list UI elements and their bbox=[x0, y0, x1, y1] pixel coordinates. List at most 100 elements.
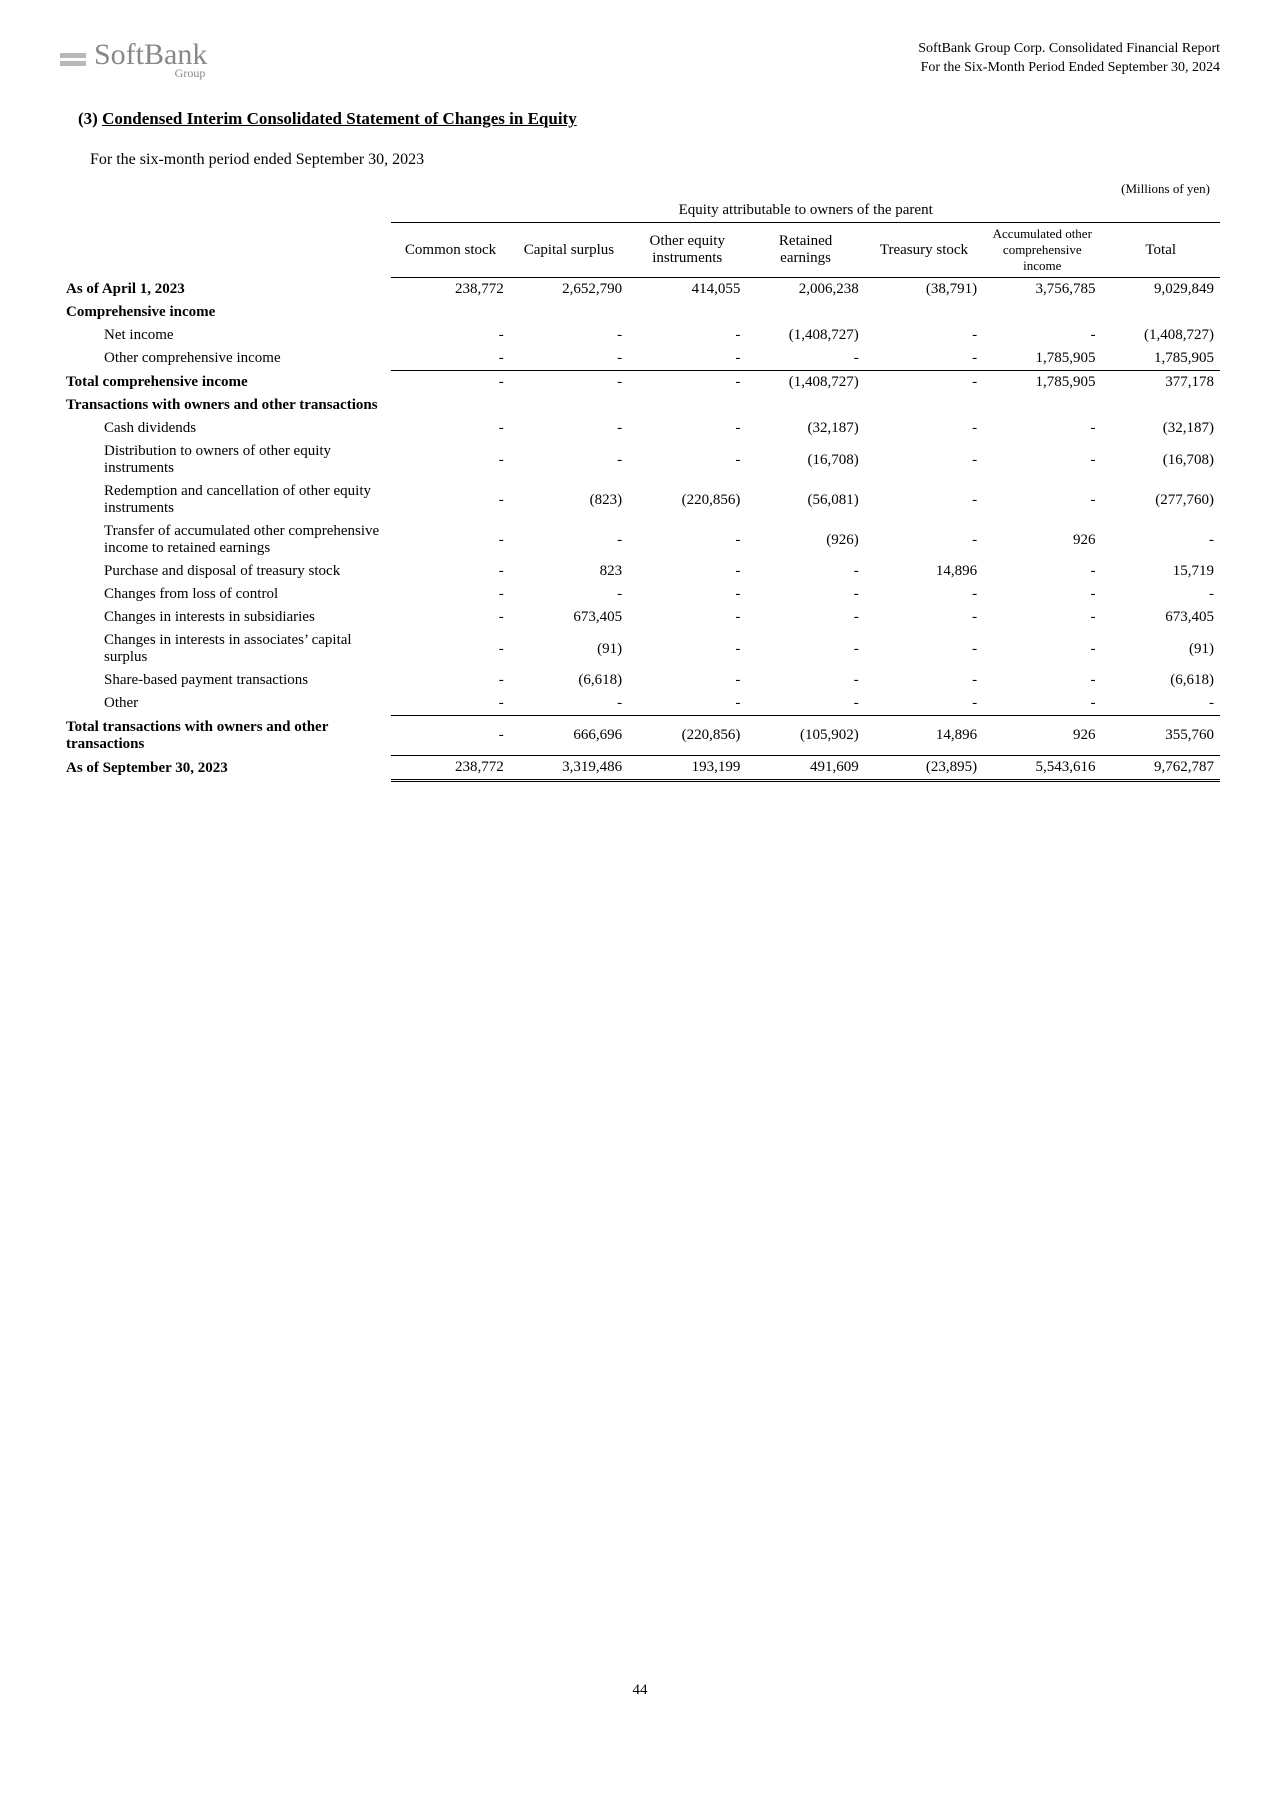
cell-value: - bbox=[391, 669, 509, 692]
row-label: Changes in interests in subsidiaries bbox=[60, 606, 391, 629]
cell-value: (1,408,727) bbox=[746, 371, 864, 395]
logo-subtext: Group bbox=[175, 66, 206, 81]
cell-value: - bbox=[983, 324, 1101, 347]
row-label: Comprehensive income bbox=[60, 301, 391, 324]
cell-value: 2,652,790 bbox=[510, 278, 628, 302]
cell-value: - bbox=[391, 480, 509, 520]
col-treasury-stock: Treasury stock bbox=[865, 223, 983, 278]
cell-value: - bbox=[865, 606, 983, 629]
cell-value: - bbox=[983, 583, 1101, 606]
cell-value bbox=[510, 301, 628, 324]
cell-value: - bbox=[865, 629, 983, 669]
cell-value bbox=[391, 301, 509, 324]
row-label: Share-based payment transactions bbox=[60, 669, 391, 692]
company-logo: SoftBank Group bbox=[60, 40, 207, 81]
row-label: Redemption and cancellation of other equ… bbox=[60, 480, 391, 520]
cell-value: 9,762,787 bbox=[1101, 756, 1220, 781]
cell-value bbox=[983, 394, 1101, 417]
table-header: Equity attributable to owners of the par… bbox=[60, 199, 1220, 278]
cell-value: - bbox=[746, 583, 864, 606]
row-label: As of April 1, 2023 bbox=[60, 278, 391, 302]
cell-value: - bbox=[391, 629, 509, 669]
cell-value: 1,785,905 bbox=[983, 347, 1101, 371]
cell-value: - bbox=[510, 347, 628, 371]
cell-value: - bbox=[628, 692, 746, 716]
cell-value: 9,029,849 bbox=[1101, 278, 1220, 302]
cell-value: 355,760 bbox=[1101, 716, 1220, 756]
cell-value: - bbox=[983, 480, 1101, 520]
col-other-equity: Other equity instruments bbox=[628, 223, 746, 278]
cell-value: 673,405 bbox=[510, 606, 628, 629]
cell-value: (220,856) bbox=[628, 716, 746, 756]
cell-value: - bbox=[865, 520, 983, 560]
cell-value: - bbox=[865, 371, 983, 395]
cell-value: - bbox=[628, 583, 746, 606]
cell-value: (23,895) bbox=[865, 756, 983, 781]
cell-value: (91) bbox=[510, 629, 628, 669]
cell-value: - bbox=[510, 417, 628, 440]
cell-value: (6,618) bbox=[510, 669, 628, 692]
cell-value: - bbox=[1101, 692, 1220, 716]
cell-value: - bbox=[865, 692, 983, 716]
cell-value: - bbox=[746, 560, 864, 583]
row-label: Transactions with owners and other trans… bbox=[60, 394, 391, 417]
table-row: Net income---(1,408,727)--(1,408,727) bbox=[60, 324, 1220, 347]
table-row: Other------- bbox=[60, 692, 1220, 716]
cell-value: - bbox=[628, 629, 746, 669]
cell-value: 238,772 bbox=[391, 278, 509, 302]
cell-value: - bbox=[746, 692, 864, 716]
cell-value: - bbox=[746, 606, 864, 629]
cell-value: - bbox=[628, 324, 746, 347]
row-label: Net income bbox=[60, 324, 391, 347]
cell-value: - bbox=[628, 417, 746, 440]
table-row: Changes in interests in subsidiaries-673… bbox=[60, 606, 1220, 629]
row-label: Transfer of accumulated other comprehens… bbox=[60, 520, 391, 560]
cell-value: - bbox=[983, 417, 1101, 440]
cell-value: 491,609 bbox=[746, 756, 864, 781]
cell-value: - bbox=[746, 669, 864, 692]
cell-value: - bbox=[391, 371, 509, 395]
cell-value: - bbox=[510, 583, 628, 606]
header-report-info: SoftBank Group Corp. Consolidated Financ… bbox=[918, 40, 1220, 78]
section-heading: Condensed Interim Consolidated Statement… bbox=[102, 109, 577, 128]
cell-value: - bbox=[628, 606, 746, 629]
cell-value: - bbox=[1101, 520, 1220, 560]
cell-value: (6,618) bbox=[1101, 669, 1220, 692]
cell-value: - bbox=[391, 440, 509, 480]
cell-value: - bbox=[865, 417, 983, 440]
table-row: Changes in interests in associates’ capi… bbox=[60, 629, 1220, 669]
cell-value: (32,187) bbox=[746, 417, 864, 440]
cell-value: (91) bbox=[1101, 629, 1220, 669]
table-row: Changes from loss of control------- bbox=[60, 583, 1220, 606]
section-number: (3) bbox=[78, 109, 98, 128]
table-row: Redemption and cancellation of other equ… bbox=[60, 480, 1220, 520]
table-row: Other comprehensive income-----1,785,905… bbox=[60, 347, 1220, 371]
cell-value: (823) bbox=[510, 480, 628, 520]
cell-value: (926) bbox=[746, 520, 864, 560]
cell-value: - bbox=[510, 520, 628, 560]
cell-value: - bbox=[1101, 583, 1220, 606]
cell-value: 238,772 bbox=[391, 756, 509, 781]
cell-value: - bbox=[391, 583, 509, 606]
table-row: Transactions with owners and other trans… bbox=[60, 394, 1220, 417]
cell-value bbox=[510, 394, 628, 417]
cell-value: (1,408,727) bbox=[746, 324, 864, 347]
table-row: Purchase and disposal of treasury stock-… bbox=[60, 560, 1220, 583]
row-label: Other comprehensive income bbox=[60, 347, 391, 371]
cell-value: 3,756,785 bbox=[983, 278, 1101, 302]
cell-value bbox=[1101, 301, 1220, 324]
table-row: Distribution to owners of other equity i… bbox=[60, 440, 1220, 480]
col-retained-earnings: Retained earnings bbox=[746, 223, 864, 278]
cell-value: 14,896 bbox=[865, 560, 983, 583]
row-label: Changes from loss of control bbox=[60, 583, 391, 606]
cell-value: (1,408,727) bbox=[1101, 324, 1220, 347]
row-label: Other bbox=[60, 692, 391, 716]
logo-bars-icon bbox=[60, 53, 86, 69]
report-title-line1: SoftBank Group Corp. Consolidated Financ… bbox=[918, 40, 1220, 59]
cell-value: - bbox=[628, 440, 746, 480]
cell-value: - bbox=[391, 716, 509, 756]
row-label: Total comprehensive income bbox=[60, 371, 391, 395]
cell-value: - bbox=[865, 583, 983, 606]
cell-value: - bbox=[865, 480, 983, 520]
cell-value: 823 bbox=[510, 560, 628, 583]
